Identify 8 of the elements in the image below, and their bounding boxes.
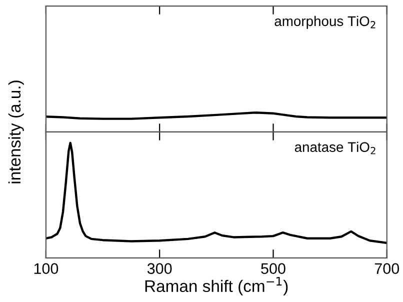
x-tick-label: 700 [374,263,400,274]
annotation: anatase TiO$_{2}$ [294,142,376,154]
x-tick-label: 500 [261,263,286,274]
text: amorphous TiO$_{2}$ [274,16,376,29]
x-tick-label: 300 [147,263,172,274]
x-tick-label: 100 [34,263,58,274]
x-axis-title: Raman shift (cm$^{−1}$) [145,277,288,296]
y-axis-title: intensity (a.u.) [8,80,24,184]
